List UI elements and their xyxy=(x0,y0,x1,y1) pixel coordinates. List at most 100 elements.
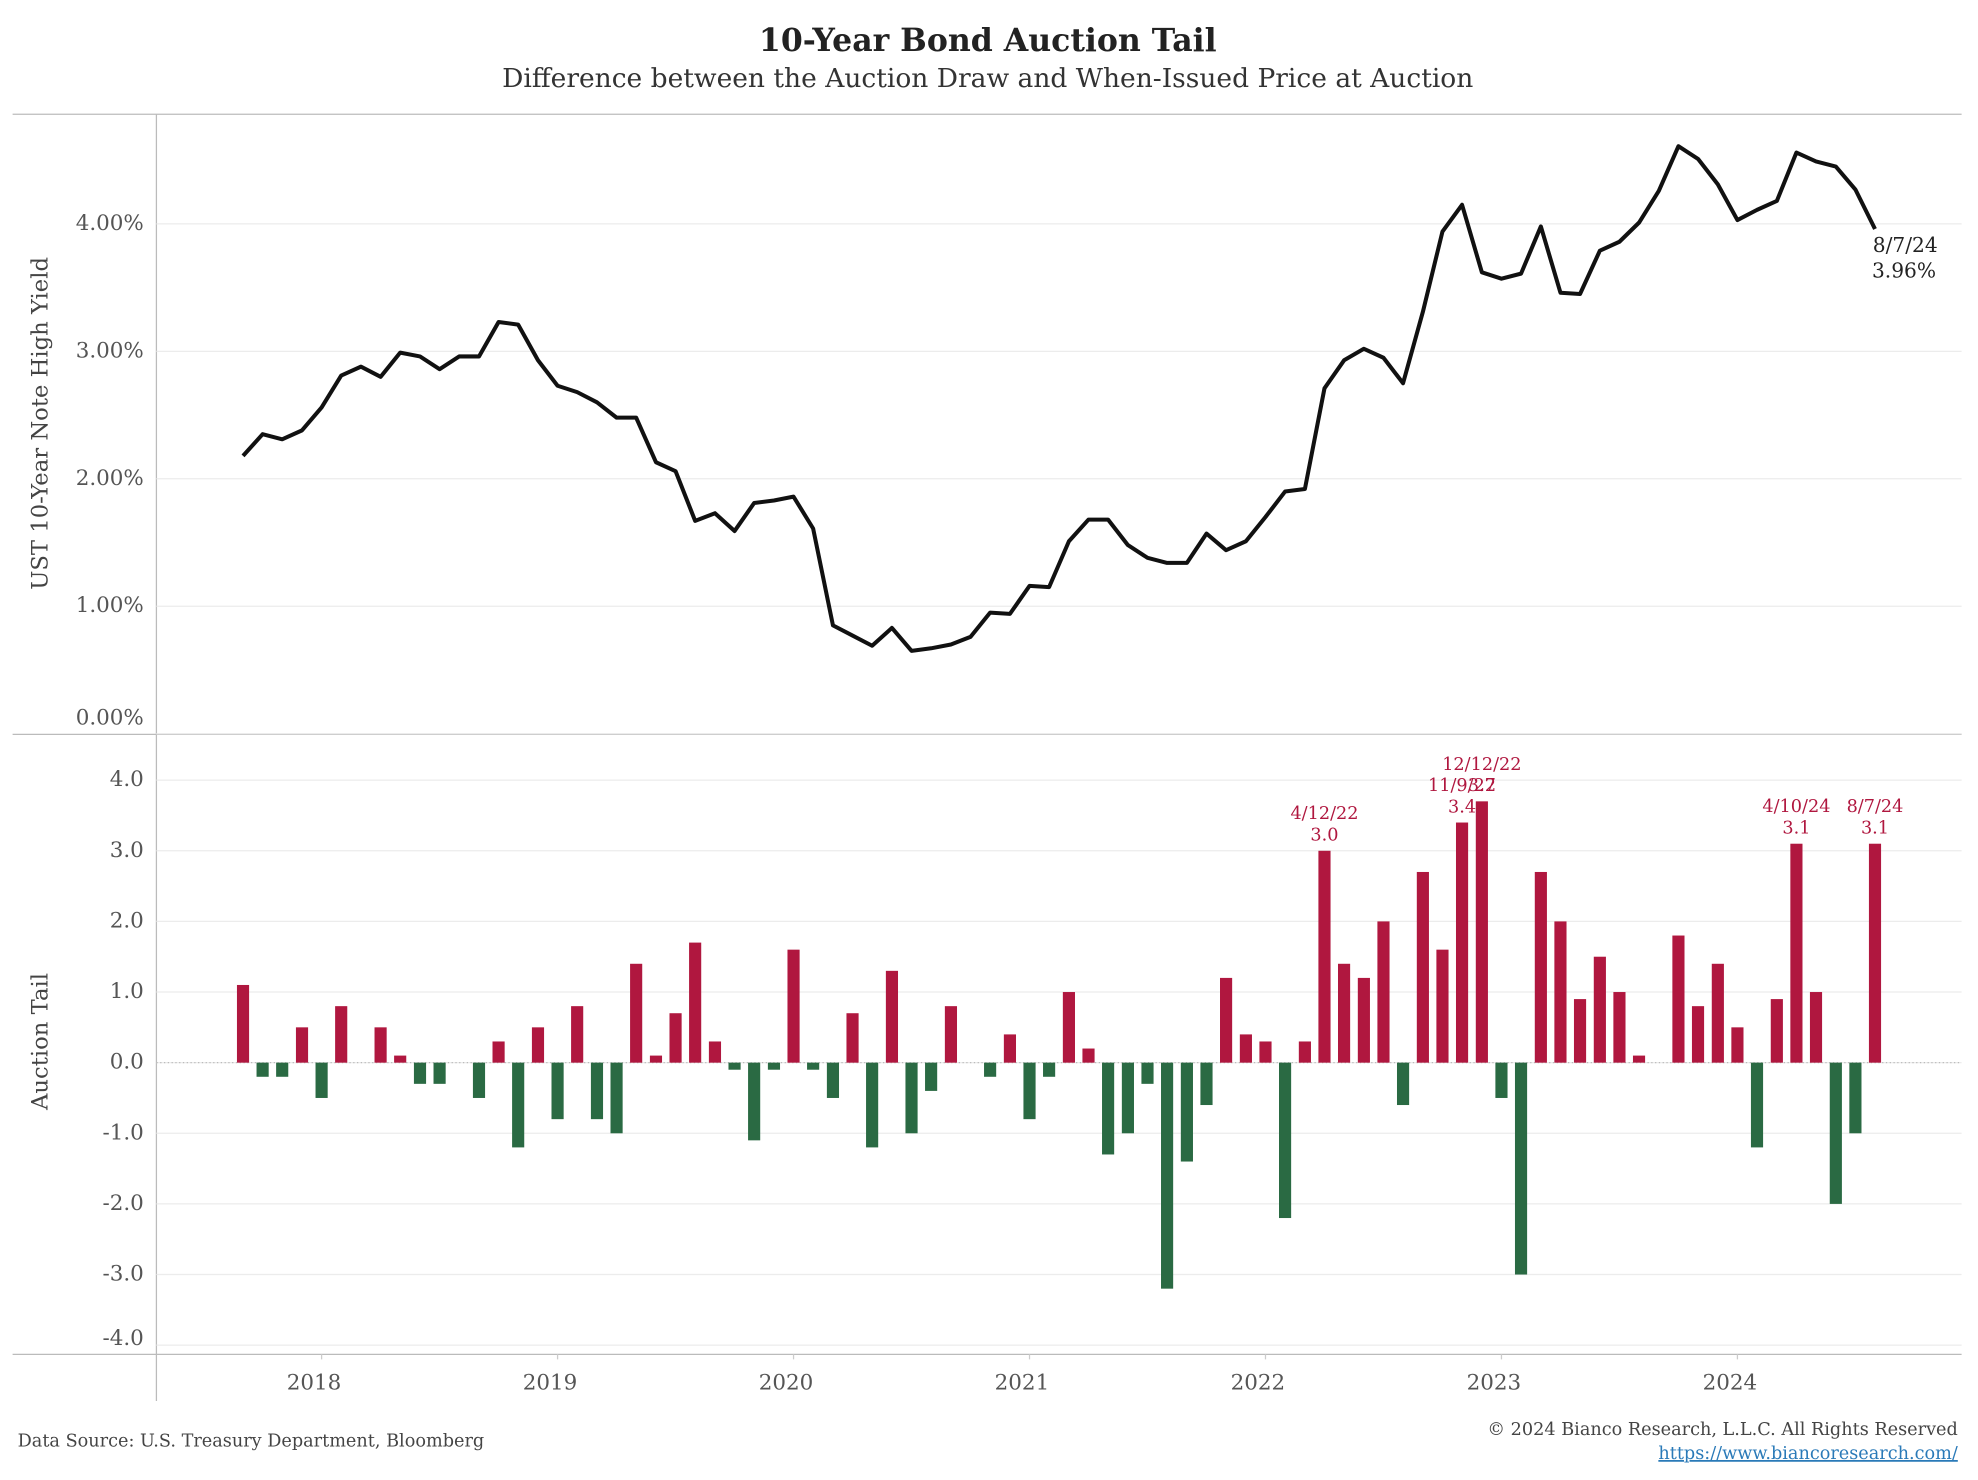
bar xyxy=(787,949,800,1063)
value-label: 3.1 xyxy=(1782,819,1810,839)
bar xyxy=(1770,999,1783,1063)
bar xyxy=(394,1055,407,1063)
bar xyxy=(984,1062,997,1077)
date-label: 11/9/22 xyxy=(1428,776,1496,796)
bar xyxy=(1416,871,1429,1063)
value-label: 3.7 xyxy=(1468,776,1496,796)
bar xyxy=(571,1006,584,1063)
y-tick-label: -2.0 xyxy=(102,1191,143,1216)
y-axis-title: UST 10-Year Note High Yield xyxy=(28,257,54,590)
bar xyxy=(885,970,899,1063)
bar xyxy=(512,1062,525,1148)
bar xyxy=(1750,1062,1764,1148)
bar xyxy=(1455,822,1469,1063)
bar xyxy=(1396,1062,1410,1106)
bar xyxy=(276,1062,289,1077)
bar xyxy=(925,1062,938,1091)
bar xyxy=(1318,850,1331,1063)
bar xyxy=(1672,935,1685,1063)
bar xyxy=(1849,1062,1862,1134)
bar xyxy=(1554,921,1567,1063)
date-label: 12/12/22 xyxy=(1442,755,1521,775)
y-tick-label: 1.0 xyxy=(110,979,144,1004)
y-tick-label: 0.0 xyxy=(110,1050,144,1075)
bar xyxy=(531,1027,545,1063)
bar xyxy=(1003,1034,1017,1063)
x-tick-label: 2023 xyxy=(1467,1370,1522,1395)
date-label: 4/12/22 xyxy=(1290,804,1358,824)
bar xyxy=(1337,963,1351,1063)
bar xyxy=(1259,1041,1272,1063)
bar xyxy=(1613,992,1626,1063)
value-label: 3.1 xyxy=(1861,819,1889,839)
bar xyxy=(708,1041,722,1063)
x-tick-label: 2018 xyxy=(287,1370,342,1395)
value-label: 3.0 xyxy=(1310,826,1338,846)
bar xyxy=(1829,1062,1842,1204)
date-label: 8/7/24 xyxy=(1847,797,1904,817)
bar xyxy=(374,1027,387,1063)
bar xyxy=(1534,871,1547,1063)
chart-title: 10-Year Bond Auction Tail xyxy=(759,22,1217,59)
bar xyxy=(413,1062,427,1084)
bar xyxy=(1593,956,1606,1063)
bar xyxy=(335,1006,348,1063)
y-tick-label: 3.00% xyxy=(76,338,144,363)
bar xyxy=(1220,977,1233,1063)
x-tick-label: 2020 xyxy=(759,1370,814,1395)
bar xyxy=(1357,977,1370,1063)
bar xyxy=(315,1062,328,1098)
bar xyxy=(1141,1062,1154,1084)
bar xyxy=(689,942,702,1063)
y-tick-label: 4.00% xyxy=(76,211,144,236)
bar xyxy=(610,1062,623,1134)
bar xyxy=(1809,992,1823,1063)
x-tick-label: 2024 xyxy=(1703,1370,1758,1395)
copyright: © 2024 Bianco Research, L.L.C. All Right… xyxy=(1487,1420,1957,1440)
bar xyxy=(826,1062,840,1098)
bar xyxy=(1239,1034,1252,1063)
end-date-label: 8/7/24 xyxy=(1873,233,1938,257)
bar xyxy=(472,1062,486,1098)
y-tick-label: -3.0 xyxy=(102,1262,143,1287)
bar xyxy=(669,1013,682,1063)
bar xyxy=(1102,1062,1115,1155)
y-axis-title: Auction Tail xyxy=(28,973,54,1111)
bar xyxy=(433,1062,446,1084)
y-tick-label: 3.0 xyxy=(110,838,144,863)
bar xyxy=(846,1013,859,1063)
x-tick-label: 2022 xyxy=(1231,1370,1286,1395)
x-tick-label: 2019 xyxy=(523,1370,578,1395)
bar xyxy=(1514,1062,1528,1275)
chart-subtitle: Difference between the Auction Draw and … xyxy=(502,63,1473,94)
source-note: Data Source: U.S. Treasury Department, B… xyxy=(18,1431,485,1451)
y-tick-label: 0.00% xyxy=(76,706,144,731)
bar xyxy=(1062,992,1075,1063)
bar xyxy=(590,1062,604,1120)
bar xyxy=(1121,1062,1134,1134)
bar xyxy=(492,1041,505,1063)
date-label: 4/10/24 xyxy=(1762,797,1830,817)
bar xyxy=(1495,1062,1508,1098)
end-value-label: 3.96% xyxy=(1872,258,1936,282)
yield-line xyxy=(241,144,1877,653)
bar xyxy=(1043,1062,1056,1077)
bar xyxy=(1868,843,1882,1063)
bar xyxy=(1161,1062,1174,1289)
bar xyxy=(1200,1062,1213,1106)
bar xyxy=(1082,1048,1095,1063)
website-link[interactable]: https://www.biancoresearch.com/ xyxy=(1658,1444,1957,1464)
bar xyxy=(767,1062,781,1070)
x-tick-label: 2021 xyxy=(995,1370,1050,1395)
bar xyxy=(807,1062,820,1070)
bar xyxy=(1573,999,1587,1063)
value-label: 3.4 xyxy=(1448,797,1476,817)
y-tick-label: -4.0 xyxy=(102,1326,143,1351)
bar xyxy=(728,1062,741,1070)
bar xyxy=(1180,1062,1193,1162)
bar xyxy=(630,963,643,1063)
bar xyxy=(1023,1062,1036,1120)
bar xyxy=(295,1027,309,1063)
bar xyxy=(1298,1041,1311,1063)
